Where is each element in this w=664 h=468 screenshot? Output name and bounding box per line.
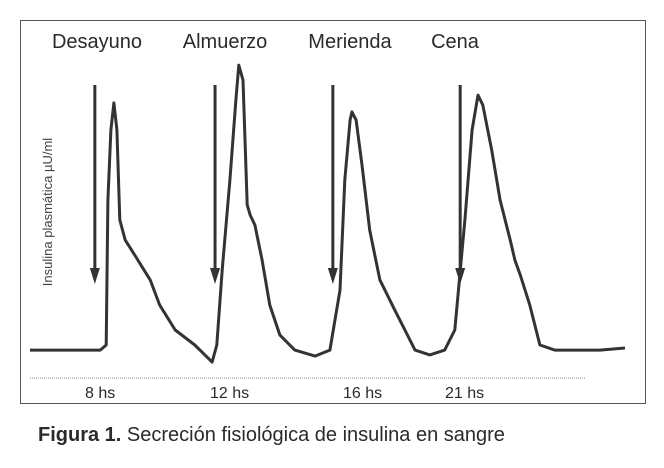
caption-prefix: Figura 1. bbox=[38, 424, 122, 446]
caption-text: Secreción fisiológica de insulina en san… bbox=[121, 424, 505, 446]
y-axis-label: Insulina plasmática µU/ml bbox=[40, 138, 55, 286]
figure-caption: Figura 1. Secreción fisiológica de insul… bbox=[38, 424, 505, 447]
figure-frame bbox=[20, 20, 646, 404]
meal-arrow-icon bbox=[327, 85, 338, 284]
time-tick-label: 12 hs bbox=[210, 385, 249, 402]
time-tick-label: 21 hs bbox=[445, 385, 484, 402]
meal-arrow-icon bbox=[89, 85, 100, 284]
meal-arrow-icon bbox=[210, 85, 221, 284]
time-tick-label: 16 hs bbox=[343, 385, 382, 402]
meal-label: Desayuno bbox=[52, 31, 142, 53]
meal-label: Cena bbox=[431, 31, 480, 53]
meal-arrow-icon bbox=[455, 85, 466, 284]
meal-label: Merienda bbox=[308, 31, 392, 53]
time-tick-label: 8 hs bbox=[85, 385, 115, 402]
insulin-curve bbox=[30, 63, 626, 364]
meal-label: Almuerzo bbox=[183, 31, 267, 53]
